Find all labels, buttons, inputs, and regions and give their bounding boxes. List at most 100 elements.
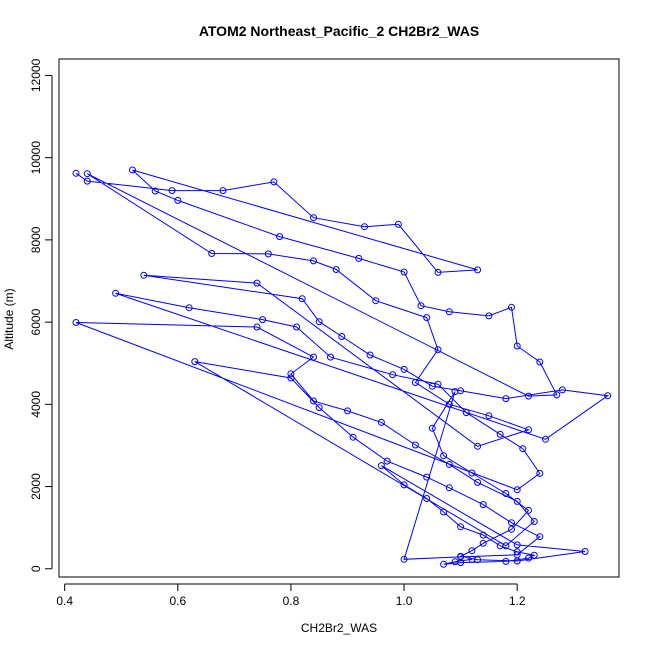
data-point	[129, 166, 136, 174]
data-point	[253, 279, 261, 287]
data-point	[151, 187, 159, 195]
chart-title: ATOM2 Northeast_Pacific_2 CH2Br2_WAS	[199, 23, 479, 39]
data-point	[479, 539, 487, 547]
data-point	[83, 177, 91, 185]
data-point	[310, 214, 317, 222]
data-point	[191, 358, 199, 366]
data-point	[508, 525, 515, 533]
y-tick-label: 8000	[29, 226, 43, 253]
data-point	[293, 323, 301, 331]
x-tick-label: 0.4	[56, 594, 73, 608]
data-point	[411, 441, 419, 449]
data-point	[253, 323, 261, 331]
data-point	[508, 519, 515, 527]
data-point	[434, 268, 442, 276]
data-point	[513, 342, 521, 350]
y-tick-label: 6000	[29, 308, 43, 335]
data-point	[174, 196, 182, 204]
data-point	[513, 557, 521, 565]
data-point	[377, 418, 385, 426]
data-point	[462, 409, 470, 417]
data-point	[411, 379, 419, 386]
data-point	[377, 462, 385, 470]
data-point	[428, 424, 436, 432]
y-axis-label: Altitude (m)	[2, 288, 16, 349]
data-point	[315, 404, 323, 412]
data-point	[508, 303, 515, 311]
data-point	[310, 353, 317, 361]
data-point	[468, 469, 476, 477]
data-point	[327, 353, 334, 361]
data-point	[485, 312, 493, 320]
x-axis: 0.4 0.6 0.8 1.0 1.2	[56, 583, 526, 608]
y-tick-label: 4000	[29, 391, 43, 418]
data-point	[400, 268, 408, 276]
data-point	[400, 365, 408, 373]
data-point	[445, 484, 453, 492]
data-point	[400, 555, 408, 563]
data-point	[417, 302, 425, 310]
data-point	[434, 346, 442, 354]
data-point	[445, 460, 453, 468]
data-point	[315, 318, 323, 326]
data-point	[525, 426, 532, 434]
y-tick-label: 2000	[29, 473, 43, 500]
data-point	[502, 395, 510, 403]
y-axis: 0 2000 4000 6000 8000 10000 12000	[29, 58, 53, 572]
plot-area	[72, 166, 612, 568]
data-point	[468, 555, 476, 563]
data-point	[168, 187, 176, 195]
data-point	[457, 523, 465, 531]
data-point	[140, 271, 148, 279]
data-point	[423, 495, 431, 502]
data-point	[440, 452, 448, 460]
data-point	[513, 486, 521, 494]
data-point	[270, 178, 278, 186]
data-point	[502, 490, 510, 497]
data-point	[355, 254, 363, 262]
data-point	[434, 380, 442, 388]
x-tick-label: 0.6	[169, 594, 186, 608]
data-point	[298, 295, 306, 303]
data-point	[530, 551, 538, 559]
data-point	[445, 308, 453, 316]
data-point	[474, 266, 482, 274]
data-point	[287, 374, 295, 382]
data-point	[519, 445, 527, 453]
data-point	[553, 391, 561, 399]
plot-frame	[58, 58, 620, 578]
data-point	[219, 187, 227, 195]
data-point	[185, 304, 193, 312]
data-point	[536, 358, 544, 366]
data-point	[513, 548, 521, 556]
data-point	[332, 266, 340, 273]
data-point	[264, 250, 272, 258]
data-point	[525, 392, 532, 400]
data-point	[366, 351, 374, 359]
data-point	[474, 478, 482, 486]
data-point	[72, 169, 80, 177]
data-point	[208, 250, 216, 257]
x-tick-label: 0.8	[283, 594, 300, 608]
data-point	[530, 518, 538, 525]
y-tick-label: 0	[29, 565, 43, 572]
data-point	[451, 558, 459, 566]
x-tick-label: 1.0	[396, 594, 413, 608]
x-axis-label: CH2Br2_WAS	[301, 621, 377, 635]
data-point	[496, 542, 504, 550]
data-point	[389, 371, 397, 379]
data-point	[349, 433, 357, 441]
y-tick-label: 12000	[29, 58, 43, 92]
data-point	[536, 469, 544, 477]
data-point	[383, 457, 391, 465]
data-point	[361, 223, 368, 231]
data-point	[474, 442, 482, 450]
data-point	[423, 473, 431, 481]
data-point	[440, 508, 448, 516]
data-point	[310, 397, 317, 405]
data-point	[338, 333, 346, 340]
data-point	[479, 531, 487, 539]
data-point	[581, 548, 589, 555]
data-point	[423, 314, 431, 322]
